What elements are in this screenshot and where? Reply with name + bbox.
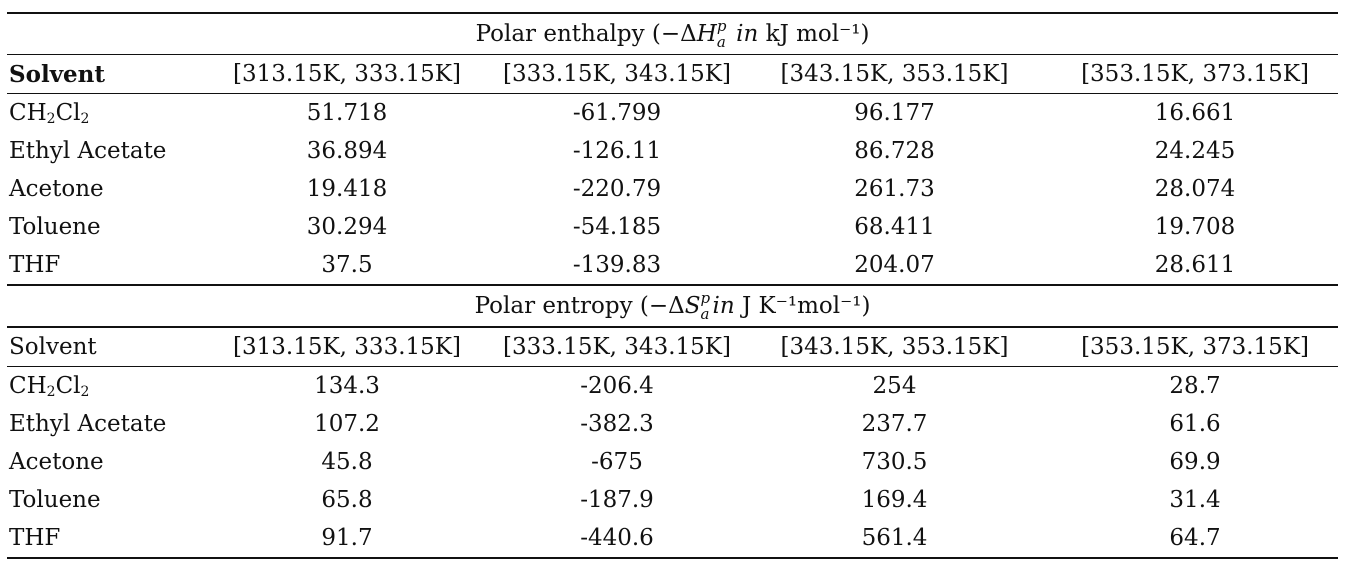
table-cell: -440.6 (497, 519, 737, 559)
table-cell: -675 (591, 449, 643, 475)
table-cell: 91.7 (197, 519, 497, 559)
table-cell: -54.185 (572, 214, 662, 240)
table-cell: 31.4 (1169, 487, 1221, 513)
table-cell: 30.294 (306, 214, 388, 240)
enthalpy-header-row: Solvent [313.15K, 333.15K] [333.15K, 343… (7, 54, 1339, 94)
table-row: Acetone 19.418 -220.79 261.73 28.074 (7, 170, 1338, 208)
table-cell: 19.708 (1154, 214, 1236, 240)
column-header-range-3: [343.15K, 353.15K] (737, 54, 1052, 94)
column-header-range-2: [333.15K, 343.15K] (497, 326, 737, 367)
table-cell: -187.9 (580, 487, 654, 513)
table-row: Toluene 65.8 -187.9 169.4 31.4 (7, 481, 1338, 519)
solvent-name: CH2Cl2 (7, 93, 197, 132)
table-cell: 45.8 (321, 449, 373, 475)
column-header-solvent: Solvent (7, 54, 197, 94)
table-cell: 16.661 (1052, 93, 1339, 132)
table-cell: 254 (737, 366, 1052, 405)
table-cell: 69.9 (1169, 449, 1221, 475)
table-cell: 261.73 (854, 176, 935, 202)
table-cell: 61.6 (1169, 411, 1221, 437)
table-row: Toluene 30.294 -54.185 68.411 19.708 (7, 208, 1338, 246)
table-cell: 19.418 (306, 176, 388, 202)
solvent-name: Ethyl Acetate (9, 138, 167, 164)
solvent-name: THF (7, 519, 197, 559)
table-row: Ethyl Acetate 36.894 -126.11 86.728 24.2… (7, 132, 1338, 170)
table-cell: 107.2 (314, 411, 380, 437)
table-cell: 37.5 (321, 252, 373, 278)
column-header-range-4: [353.15K, 373.15K] (1052, 54, 1339, 94)
table-cell: 730.5 (861, 449, 928, 475)
table-cell: 28.7 (1052, 366, 1339, 405)
table-cell: 28.611 (1154, 252, 1236, 278)
column-header-range-3: [343.15K, 353.15K] (737, 326, 1052, 367)
solvent-name: CH2Cl2 (7, 366, 197, 405)
table-row: CH2Cl2 134.3 -206.4 254 28.7 (7, 366, 1339, 405)
table-row: Acetone 45.8 -675 730.5 69.9 (7, 443, 1338, 481)
solvent-name: Acetone (9, 449, 104, 475)
table-container: Polar enthalpy (−ΔH p a in kJ mol⁻¹) Solve… (7, 12, 1339, 559)
table-cell: 68.411 (854, 214, 935, 240)
enthalpy-title-row: Polar enthalpy (−ΔH p a in kJ mol⁻¹) (7, 12, 1339, 55)
table-cell: -126.11 (572, 138, 662, 164)
table-cell: 51.718 (197, 93, 497, 132)
entropy-title-row: Polar entropy (−ΔS p a in J K⁻¹mol⁻¹) (7, 284, 1339, 327)
column-header-solvent: Solvent (7, 326, 197, 367)
table-cell: 28.074 (1154, 176, 1236, 202)
table-cell: -61.799 (497, 93, 737, 132)
data-table: Polar enthalpy (−ΔH p a in kJ mol⁻¹) Solve… (7, 12, 1339, 559)
table-cell: 86.728 (854, 138, 935, 164)
table-cell: 204.07 (854, 252, 935, 278)
column-header-range-1: [313.15K, 333.15K] (197, 54, 497, 94)
table-row: THF 91.7 -440.6 561.4 64.7 (7, 519, 1339, 559)
table-row: Ethyl Acetate 107.2 -382.3 237.7 61.6 (7, 405, 1338, 443)
solvent-name: Toluene (9, 214, 101, 240)
solvent-name: THF (9, 252, 61, 278)
solvent-name: Toluene (9, 487, 101, 513)
table-cell: 561.4 (737, 519, 1052, 559)
column-header-range-4: [353.15K, 373.15K] (1052, 326, 1339, 367)
solvent-name: Ethyl Acetate (9, 411, 167, 437)
enthalpy-title: Polar enthalpy (−ΔH p a in kJ mol⁻¹) (7, 12, 1339, 55)
table-cell: 134.3 (197, 366, 497, 405)
table-cell: 65.8 (321, 487, 373, 513)
column-header-range-2: [333.15K, 343.15K] (497, 54, 737, 94)
table-cell: 24.245 (1154, 138, 1236, 164)
table-cell: 169.4 (861, 487, 928, 513)
table-cell: -220.79 (572, 176, 662, 202)
table-cell: 237.7 (861, 411, 928, 437)
table-row: THF 37.5 -139.83 204.07 28.611 (7, 246, 1338, 285)
table-cell: 96.177 (737, 93, 1052, 132)
table-cell: 36.894 (306, 138, 388, 164)
table-cell: -139.83 (572, 252, 662, 278)
entropy-header-row: Solvent [313.15K, 333.15K] [333.15K, 343… (7, 326, 1339, 367)
table-cell: -382.3 (580, 411, 654, 437)
table-cell: -206.4 (497, 366, 737, 405)
table-row: CH2Cl2 51.718 -61.799 96.177 16.661 (7, 93, 1339, 132)
table-cell: 64.7 (1052, 519, 1339, 559)
solvent-name: Acetone (9, 176, 104, 202)
entropy-title: Polar entropy (−ΔS p a in J K⁻¹mol⁻¹) (7, 284, 1339, 327)
column-header-range-1: [313.15K, 333.15K] (197, 326, 497, 367)
